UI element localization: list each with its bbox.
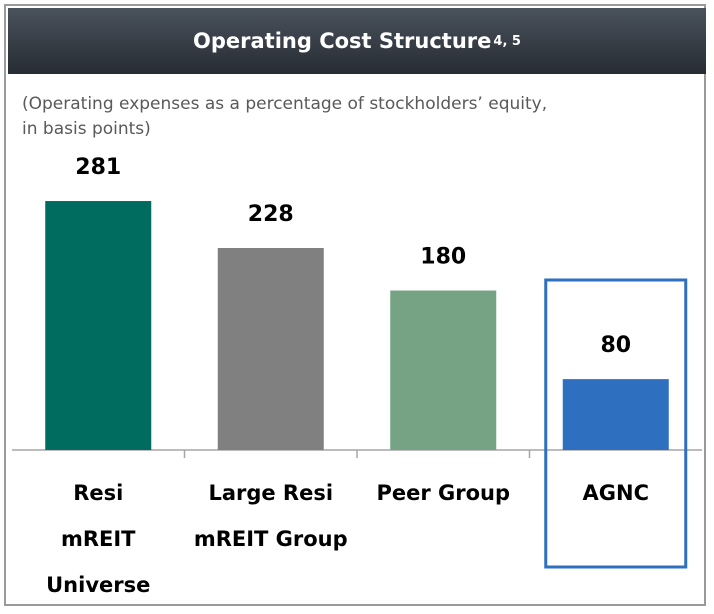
highlight-box (544, 278, 688, 569)
x-tick-label: AGNC (582, 481, 649, 505)
bar (217, 247, 324, 450)
x-tick-label: Large Resi mREIT Group (193, 481, 348, 551)
value-label: 281 (75, 155, 121, 180)
value-label: 228 (248, 202, 294, 227)
chart-header: Operating Cost Structure 4, 5 (8, 8, 706, 74)
bar (562, 379, 669, 450)
chart-title: Operating Cost Structure (193, 29, 492, 53)
bar (45, 201, 152, 450)
x-tick-label: Peer Group (376, 481, 511, 505)
chart-subtitle: (Operating expenses as a percentage of s… (22, 94, 548, 139)
value-label: 80 (600, 333, 631, 358)
title-superscript: 4, 5 (493, 33, 521, 49)
value-label: 180 (420, 245, 466, 270)
x-tick-label: Resi mREIT Universe (46, 481, 151, 597)
bar (390, 290, 497, 450)
